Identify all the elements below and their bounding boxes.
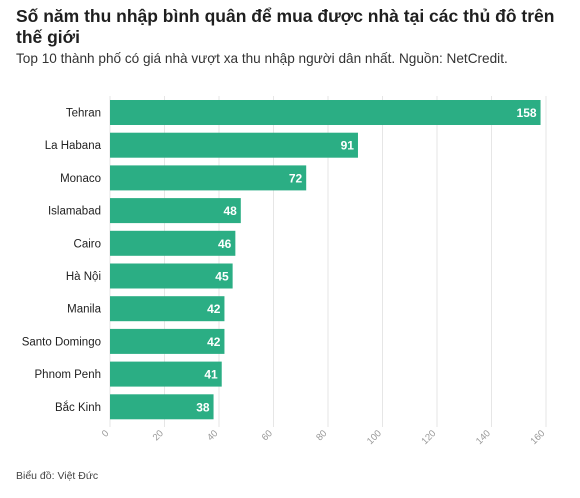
bar [110,100,541,125]
category-label: Manila [67,304,101,316]
data-label: 42 [207,302,221,316]
category-label: Phnom Penh [35,369,102,381]
bar [110,296,225,322]
bar [110,165,307,191]
data-label: 48 [223,204,237,218]
chart-credit: Biểu đồ: Việt Đức [16,470,99,482]
x-tick-label: 160 [528,428,547,447]
x-tick-label: 20 [151,428,166,443]
category-label: Santo Domingo [22,336,101,348]
chart-subtitle: Top 10 thành phố có giá nhà vượt xa thu … [16,51,508,66]
data-label: 91 [341,139,355,153]
category-label: Hà Nội [66,271,101,283]
data-label: 72 [289,171,303,185]
category-label: Cairo [74,238,101,250]
data-label: 38 [196,400,210,414]
bar [110,230,236,256]
x-tick-label: 80 [314,428,329,443]
chart-title: Số năm thu nhập bình quân để mua được nh… [16,6,555,47]
x-tick-label: 100 [365,428,384,447]
x-tick-label: 0 [100,428,112,440]
data-label: 46 [218,237,232,251]
x-tick-label: 60 [260,428,275,443]
bar [110,198,241,224]
data-label: 41 [204,368,218,382]
category-label: Tehran [66,108,101,120]
x-tick-label: 40 [205,428,220,443]
bar [110,328,225,354]
data-label: 158 [517,106,537,120]
x-tick-label: 140 [474,428,493,447]
bar [110,394,214,420]
data-label: 42 [207,335,221,349]
bar [110,361,222,387]
bar [110,132,358,158]
category-label: Islamabad [48,206,101,218]
bar [110,263,233,289]
category-label: Bắc Kinh [55,401,101,414]
category-label: Monaco [60,173,101,185]
data-label: 45 [215,270,229,284]
category-label: La Habana [45,140,102,152]
x-tick-label: 120 [419,428,438,447]
